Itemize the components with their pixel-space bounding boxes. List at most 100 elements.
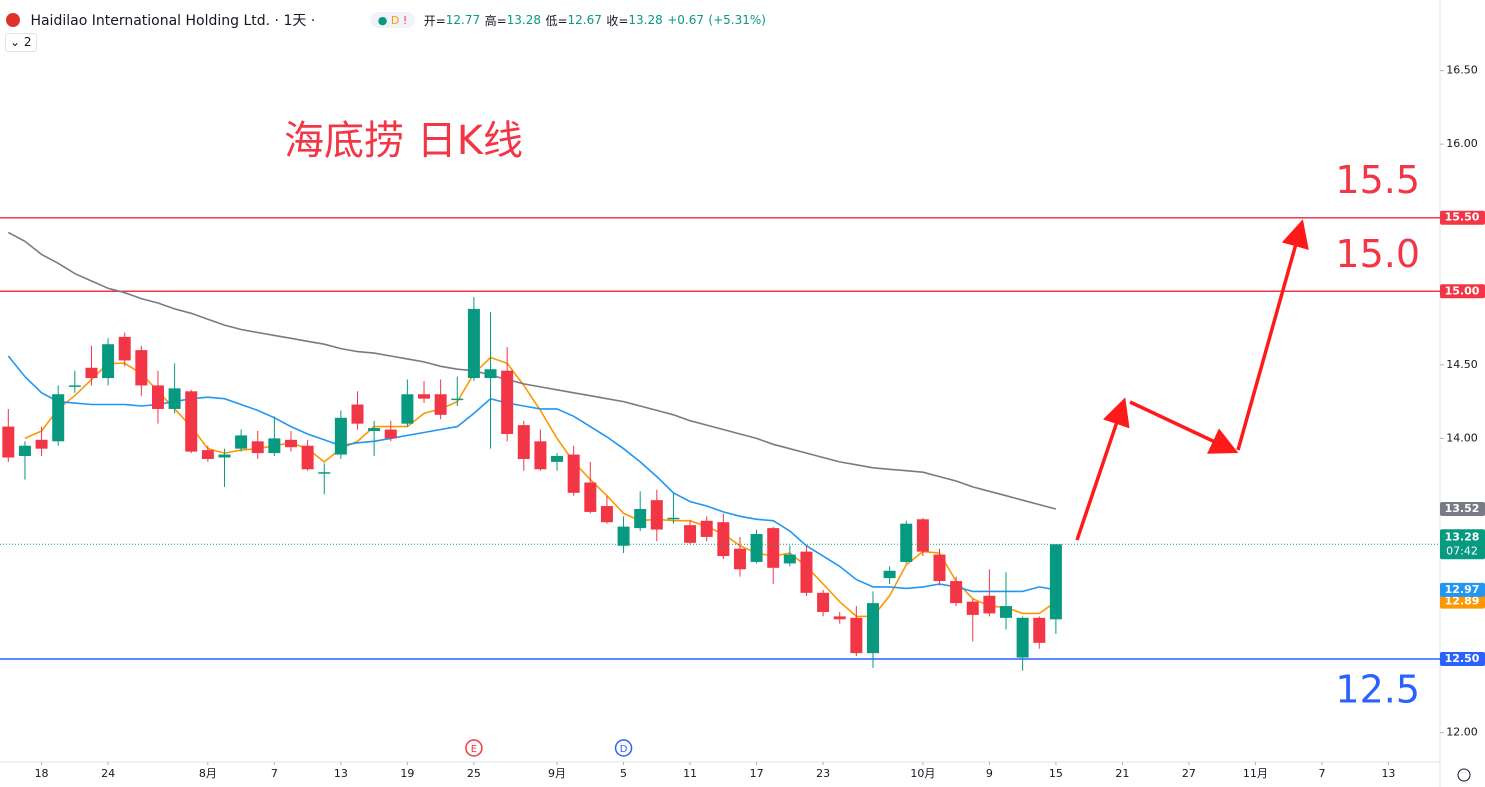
arrow [1236,219,1309,451]
low-label: 低= [545,13,568,28]
candle-body [717,522,730,557]
candle-body [783,554,796,564]
y-tick-label: 14.00 [1446,431,1478,444]
logo [6,13,20,27]
ma-last-value-box [1440,501,1485,516]
candle-body [833,616,846,620]
candle-body [401,394,414,424]
ma-last-value-box [1440,594,1485,609]
arrow [1129,400,1239,454]
candle-body [600,506,613,523]
candle-body [950,581,963,604]
candle-body [750,533,763,562]
candle-body [684,525,697,543]
candle-body [800,551,813,593]
header: Haidilao International Holding Ltd. · 1天… [0,0,766,34]
candle-body [966,601,979,615]
candle-body [567,454,580,493]
x-tick-label: 13 [334,767,348,780]
ohlc: 开=12.77 高=13.28 低=12.67 收=13.28 +0.67 (+… [424,12,766,29]
candle-body [235,435,248,449]
candle-body [1033,617,1046,643]
change: +0.67 [667,13,704,27]
candle-body [916,519,929,552]
indicators-toggle[interactable]: ⌄ 2 [5,33,37,52]
candle-body [102,344,115,379]
candle-body [251,441,264,454]
level-label: 15.50 [1445,211,1480,224]
candle-body [1016,617,1029,658]
x-tick-label: 8月 [199,767,217,780]
level-note: 12.5 [1335,668,1420,712]
open-label: 开= [423,13,446,28]
ma-last-value-box [1440,582,1485,597]
candle-body [2,426,15,458]
ma-last-value: 12.97 [1445,583,1480,596]
y-tick-label: 16.00 [1446,137,1478,150]
x-tick-label: 11 [683,767,697,780]
open-value: 12.77 [445,13,481,27]
x-tick-label: 11月 [1243,767,1268,780]
candle-body [850,617,863,654]
candle-body [467,308,480,379]
x-tick-label: 24 [101,767,115,780]
x-tick-label: 17 [750,767,764,780]
candle-body [700,520,713,537]
candle-body [933,554,946,582]
candle-body [1000,606,1013,618]
x-tick-label: 21 [1115,767,1129,780]
arrow [1075,397,1130,541]
candle-body [883,570,896,579]
candle-body [434,394,447,415]
candle-body [268,438,281,454]
x-tick-label: 23 [816,767,830,780]
candle-body [551,456,564,462]
ma-last-value: 13.52 [1445,502,1480,515]
candle-body [451,398,464,401]
candle-body [817,592,830,612]
candle-body [368,428,381,432]
candle-body [68,385,81,387]
event-marker [465,739,483,757]
candle-body [284,439,297,448]
candle-body [584,482,597,512]
settings-icon[interactable] [1457,768,1471,782]
candle-body [501,370,514,434]
candle-body [983,595,996,614]
candle-body [151,385,164,409]
candle-body [866,603,879,654]
plot [0,216,1440,671]
status-d: D [390,13,400,27]
ma-line [7,231,1057,510]
status-pill[interactable]: ● D ! [369,12,416,28]
candle-body [135,350,148,386]
candle-body [52,394,65,442]
candle-body [351,404,364,424]
x-tick-label: 19 [400,767,414,780]
x-tick-label: 7 [1318,767,1325,780]
candle-body [617,526,630,546]
candle-body [85,367,98,379]
candle-body [18,445,31,457]
candle-body [767,528,780,568]
candle-body [733,548,746,570]
level-label-box [1440,652,1485,667]
x-tick-label: 9 [986,767,993,780]
last-price-box [1440,529,1485,560]
candle-body [334,417,347,455]
change-pct: (+5.31%) [708,13,766,27]
event-label: E [471,744,477,755]
level-label-box [1440,284,1485,299]
close-label: 收= [606,13,629,28]
candle-body [218,454,231,458]
candle-body [201,450,214,459]
last-price: 13.28 [1445,530,1480,543]
candle-body [534,441,547,470]
candle-body [301,445,314,470]
candle-body [650,500,663,530]
drawn-arrows [1075,219,1309,541]
annotation: 海底捞 日K线 [284,118,523,164]
y-tick-label: 16.50 [1446,64,1478,77]
x-tick-label: 27 [1182,767,1196,780]
